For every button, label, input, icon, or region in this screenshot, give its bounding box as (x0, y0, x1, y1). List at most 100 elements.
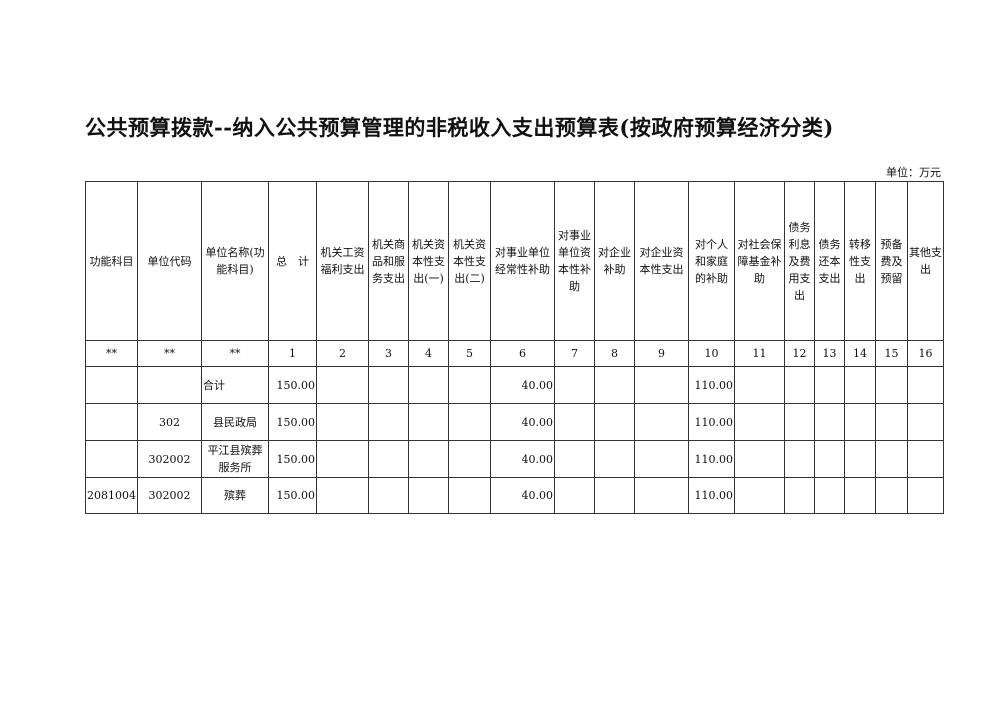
column-number: 4 (408, 340, 449, 367)
column-header: 债务利息及费用支出 (784, 181, 815, 341)
table-cell (844, 477, 876, 514)
column-header: 机关资本性支出(二) (448, 181, 491, 341)
table-cell: 2081004 (85, 477, 138, 514)
column-number: ** (201, 340, 269, 367)
column-header: 预备费及预留 (875, 181, 908, 341)
table-cell (907, 477, 944, 514)
table-cell (554, 366, 595, 404)
table-cell (408, 477, 449, 514)
table-cell (734, 366, 785, 404)
table-cell (875, 477, 908, 514)
table-cell (448, 366, 491, 404)
table-cell (734, 440, 785, 478)
table-cell (634, 477, 689, 514)
column-number: 7 (554, 340, 595, 367)
table-cell (137, 366, 202, 404)
table-cell (316, 366, 369, 404)
column-number: 12 (784, 340, 815, 367)
column-header: 转移性支出 (844, 181, 876, 341)
table-cell: 302 (137, 403, 202, 441)
column-number: ** (85, 340, 138, 367)
table-cell (368, 440, 409, 478)
table-cell (408, 403, 449, 441)
table-row: 302002 平江县殡葬服务所 150.00 40.00 110.00 (85, 440, 944, 478)
column-header: 机关资本性支出(一) (408, 181, 449, 341)
table-row: 合计 150.00 40.00 110.00 (85, 366, 944, 404)
column-number: 11 (734, 340, 785, 367)
table-cell (784, 366, 815, 404)
table-cell (814, 477, 845, 514)
page-title: 公共预算拨款--纳入公共预算管理的非税收入支出预算表(按政府预算经济分类) (85, 115, 834, 140)
table-cell: 302002 (137, 477, 202, 514)
table-cell (554, 440, 595, 478)
column-header: 机关商品和服务支出 (368, 181, 409, 341)
table-cell (408, 440, 449, 478)
table-cell (907, 403, 944, 441)
table-cell (814, 440, 845, 478)
column-number: 14 (844, 340, 876, 367)
table-cell (554, 477, 595, 514)
table-cell (85, 366, 138, 404)
table-cell (316, 440, 369, 478)
column-header: 总 计 (268, 181, 317, 341)
table-cell (316, 477, 369, 514)
table-cell: 40.00 (490, 440, 555, 478)
table-cell (634, 440, 689, 478)
table-cell (907, 440, 944, 478)
column-number: 10 (688, 340, 735, 367)
table-cell: 110.00 (688, 366, 735, 404)
column-header: 对事业单位资本性补助 (554, 181, 595, 341)
table-cell (594, 477, 635, 514)
table-cell (634, 403, 689, 441)
table-cell (448, 403, 491, 441)
column-number: 3 (368, 340, 409, 367)
table-cell (844, 403, 876, 441)
table-cell (368, 403, 409, 441)
table-cell: 平江县殡葬服务所 (201, 440, 269, 478)
table-cell (814, 403, 845, 441)
table-cell (844, 440, 876, 478)
table-cell: 110.00 (688, 440, 735, 478)
table-cell: 110.00 (688, 403, 735, 441)
table-cell (734, 477, 785, 514)
column-number: 15 (875, 340, 908, 367)
table-cell (594, 403, 635, 441)
table-cell (594, 366, 635, 404)
table-cell (448, 440, 491, 478)
table-cell (85, 440, 138, 478)
table-cell: 302002 (137, 440, 202, 478)
table-cell: 110.00 (688, 477, 735, 514)
budget-table: 功能科目 单位代码 单位名称(功能科目) 总 计机关工资福利支出 机关商品和服务支出 机关… (85, 181, 944, 514)
column-header: 单位名称(功能科目) (201, 181, 269, 341)
table-cell: 合计 (201, 366, 269, 404)
table-cell (784, 403, 815, 441)
table-cell (814, 366, 845, 404)
table-cell (368, 366, 409, 404)
table-row: ** ** ** 1 2 3 4 5 6 7 8 9 10 11 12 13 14 15 16 (85, 340, 944, 367)
table-cell (554, 403, 595, 441)
column-header: 其他支出 (907, 181, 944, 341)
table-cell (784, 440, 815, 478)
table-cell (368, 477, 409, 514)
table-cell (875, 403, 908, 441)
table-cell (316, 403, 369, 441)
table-cell (408, 366, 449, 404)
column-number: 5 (448, 340, 491, 367)
column-number: 16 (907, 340, 944, 367)
table-cell (875, 440, 908, 478)
table-cell (85, 403, 138, 441)
table-cell (594, 440, 635, 478)
column-number: ** (137, 340, 202, 367)
column-header: 功能科目 (85, 181, 138, 341)
unit-label: 单位：万元 (886, 166, 941, 179)
table-cell: 150.00 (268, 403, 317, 441)
table-cell: 150.00 (268, 477, 317, 514)
column-number: 2 (316, 340, 369, 367)
table-cell (784, 477, 815, 514)
column-header: 对个人和家庭的补助 (688, 181, 735, 341)
table-cell (875, 366, 908, 404)
table-cell: 150.00 (268, 366, 317, 404)
table-cell (844, 366, 876, 404)
column-header: 对社会保障基金补助 (734, 181, 785, 341)
table-row: 302 县民政局 150.00 40.00 110.00 (85, 403, 944, 441)
